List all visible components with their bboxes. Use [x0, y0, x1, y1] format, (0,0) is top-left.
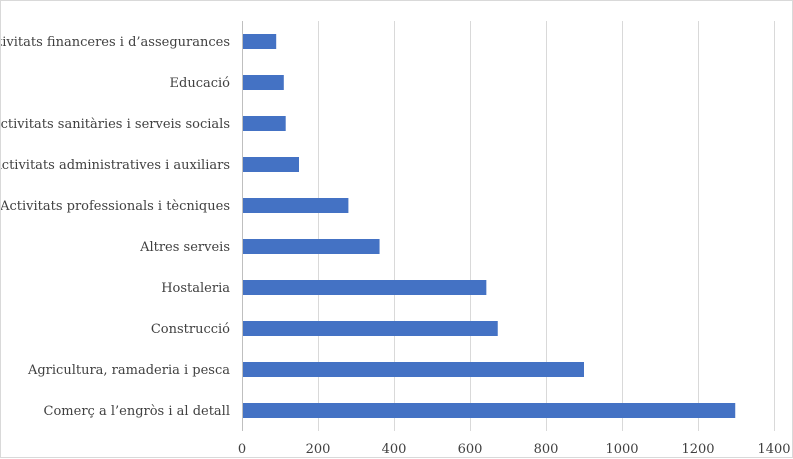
x-tick-label: 200 — [306, 442, 331, 457]
bar-6 — [243, 280, 487, 295]
category-label: Hostaleria — [161, 281, 230, 296]
bar-8 — [243, 362, 584, 377]
category-label: Activitats sanitàries i serveis socials — [1, 117, 230, 132]
x-tick-label: 1000 — [605, 442, 638, 457]
category-label: Comerç a l’engròs i al detall — [44, 404, 230, 419]
bar-3 — [243, 157, 299, 172]
label-layer: 0 200 400 600 800 1000 1200 1400 Activitats fina… — [1, 35, 791, 457]
category-label: Construcció — [151, 322, 230, 337]
bar-2 — [243, 116, 286, 131]
category-label: Educació — [170, 76, 231, 91]
x-tick-label: 1400 — [757, 442, 790, 457]
bar-9 — [243, 403, 736, 418]
x-tick-label: 400 — [382, 442, 407, 457]
x-tick-label: 1200 — [681, 442, 714, 457]
bar-7 — [243, 321, 498, 336]
bar-0 — [243, 34, 277, 49]
bar-1 — [243, 75, 284, 90]
bar-5 — [243, 239, 380, 254]
bar-4 — [243, 198, 349, 213]
x-tick-label: 0 — [238, 442, 246, 457]
grid-layer — [318, 21, 775, 431]
x-tick-label: 800 — [534, 442, 559, 457]
category-label: Activitats administratives i auxiliars — [1, 158, 230, 173]
x-tick-label: 600 — [458, 442, 483, 457]
category-label: Agricultura, ramaderia i pesca — [27, 363, 230, 378]
bar-layer — [243, 34, 736, 418]
category-label: Activitats financeres i d’assegurances — [1, 35, 230, 50]
category-label: Activitats professionals i tècniques — [1, 199, 230, 214]
category-label: Altres serveis — [139, 240, 230, 255]
